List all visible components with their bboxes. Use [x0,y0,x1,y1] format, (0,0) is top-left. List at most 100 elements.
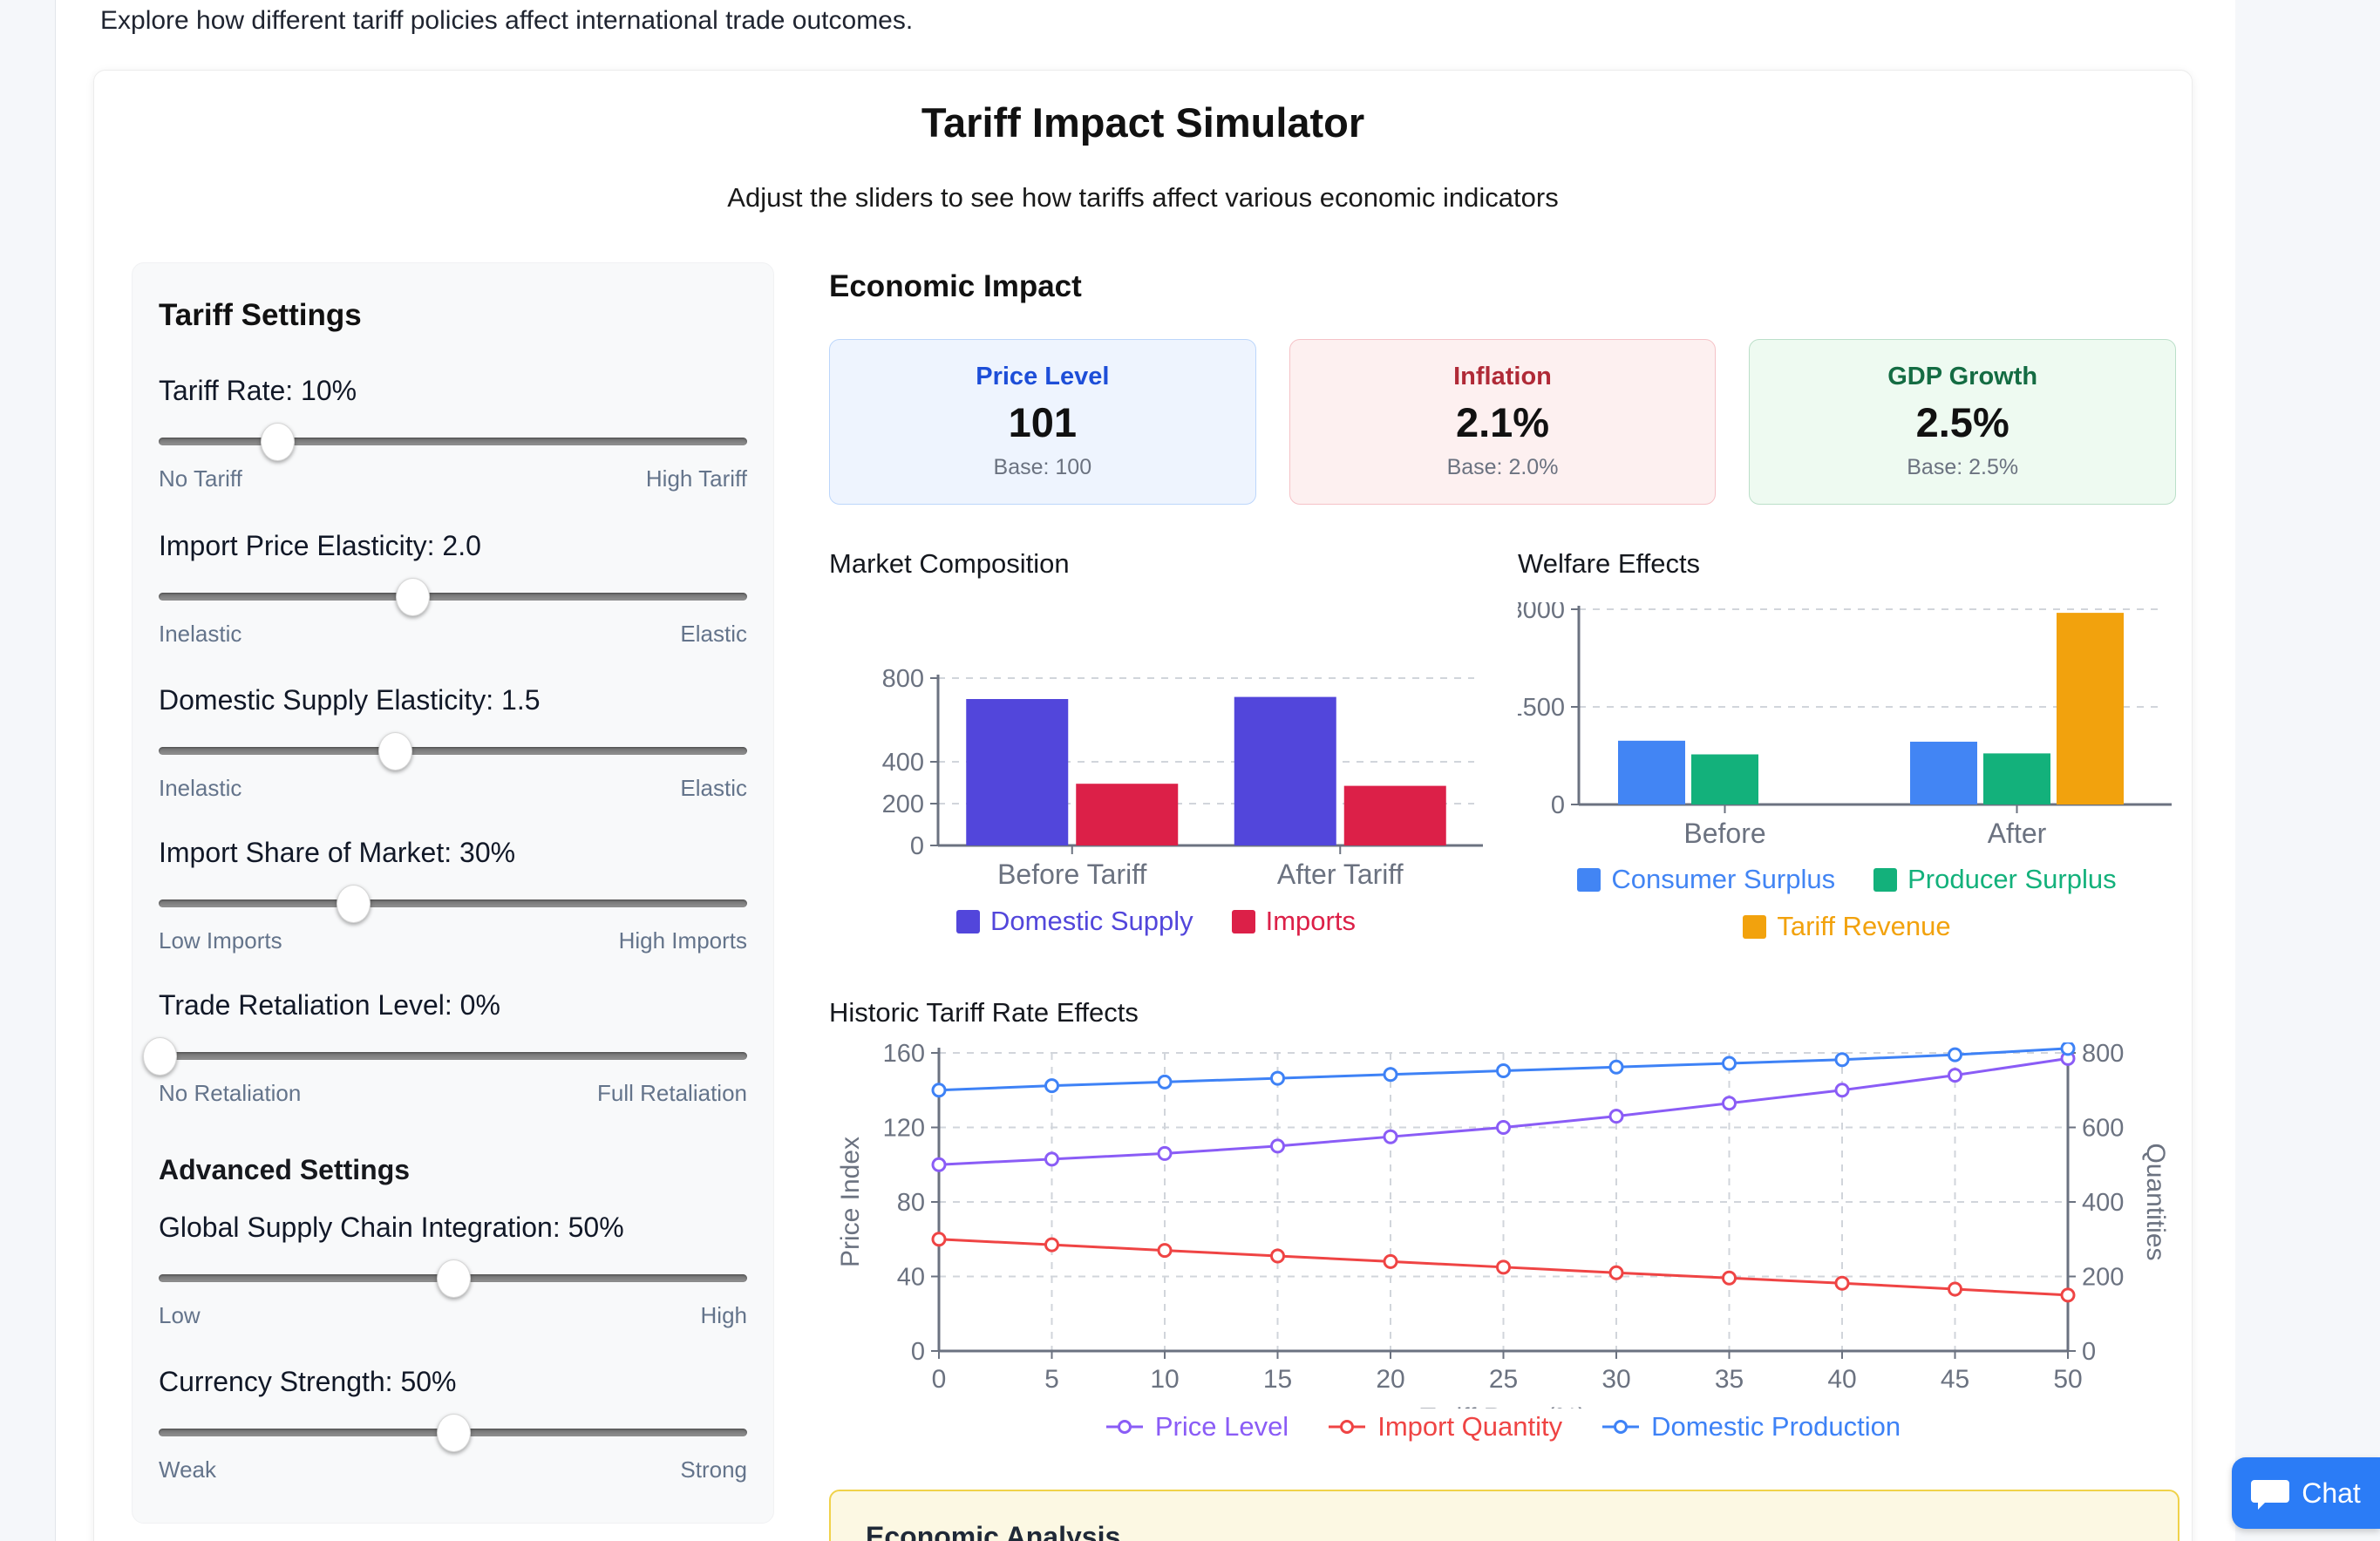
legend-swatch [1231,909,1255,933]
svg-text:160: 160 [883,1042,925,1068]
simulator-card: Tariff Impact Simulator Adjust the slide… [93,70,2193,1541]
legend-item: Domestic Supply [956,906,1193,937]
settings-title: Tariff Settings [159,298,362,332]
svg-text:80: 80 [897,1189,925,1217]
metric-name: Inflation [1453,363,1552,390]
metric-card-gdp-growth: GDP Growth 2.5% Base: 2.5% [1749,339,2177,505]
slider-thumb-trade-retaliation[interactable] [143,1037,177,1076]
svg-text:25: 25 [1489,1365,1518,1394]
advanced-settings-title: Advanced Settings [159,1154,411,1185]
slider-thumb-import-price-elasticity[interactable] [396,578,430,616]
slider-label-import-share: Import Share of Market: 30% [159,837,516,868]
legend-item: Import Quantity [1327,1411,1562,1443]
legend-line-icon [1602,1420,1640,1434]
welfare-effects-chart: 0 1500 3000 Before After [1508,596,2176,859]
slider-minmax-import-price-elasticity: Inelastic Elastic [159,621,747,647]
metric-card-price-level: Price Level 101 Base: 100 [829,339,1256,505]
svg-text:400: 400 [2082,1189,2124,1217]
svg-text:15: 15 [1263,1365,1292,1394]
legend-swatch [1743,914,1767,939]
svg-text:400: 400 [882,749,924,777]
slider-thumb-import-share[interactable] [337,885,371,923]
svg-text:0: 0 [1551,791,1565,819]
legend-line-icon [1105,1420,1143,1434]
slider-minmax-trade-retaliation: No Retaliation Full Retaliation [159,1080,747,1106]
slider-thumb-currency-strength[interactable] [437,1414,471,1452]
slider-minmax-currency-strength: Weak Strong [159,1456,747,1483]
svg-text:Price Index: Price Index [836,1137,865,1267]
svg-text:3000: 3000 [1518,602,1565,624]
svg-text:Quantities: Quantities [2141,1143,2170,1260]
metric-cards-row: Price Level 101 Base: 100 Inflation 2.1% Base… [829,339,2177,505]
svg-text:Before: Before [1683,818,1765,849]
slider-block-global-supply-chain: Global Supply Chain Integration: 50% Low H… [159,1212,747,1334]
svg-text:Before Tariff: Before Tariff [997,859,1146,890]
svg-text:50: 50 [2053,1365,2082,1394]
metric-name: Price Level [976,363,1110,390]
slider-import-share[interactable] [159,885,747,923]
slider-label-tariff-rate: Tariff Rate: 10% [159,375,357,406]
svg-text:10: 10 [1150,1365,1179,1394]
svg-text:800: 800 [2082,1042,2124,1068]
slider-minmax-global-supply-chain: Low High [159,1302,747,1328]
market-composition-title: Market Composition [829,548,1070,579]
metric-value: 2.1% [1455,399,1550,445]
slider-currency-strength[interactable] [159,1414,747,1452]
chat-button[interactable]: Chat [2232,1457,2380,1529]
market-composition-chart: 0 200 400 800 Before Tariff After Tariff [829,602,1483,903]
slider-thumb-domestic-supply-elasticity[interactable] [378,732,412,770]
page-subtitle: Adjust the sliders to see how tariffs af… [727,182,1559,213]
metric-value: 101 [1008,399,1078,445]
metric-base: Base: 2.5% [1907,455,2019,479]
slider-label-global-supply-chain: Global Supply Chain Integration: 50% [159,1212,624,1243]
chat-button-label: Chat [2302,1477,2361,1509]
svg-text:200: 200 [2082,1264,2124,1292]
slider-thumb-tariff-rate[interactable] [261,423,295,461]
slider-block-tariff-rate: Tariff Rate: 10% No Tariff High Tariff [159,375,747,497]
slider-label-domestic-supply-elasticity: Domestic Supply Elasticity: 1.5 [159,684,541,716]
svg-text:0: 0 [910,832,924,860]
legend-item: Consumer Surplus [1577,864,1835,895]
slider-thumb-global-supply-chain[interactable] [437,1259,471,1298]
slider-global-supply-chain[interactable] [159,1259,747,1298]
slider-block-currency-strength: Currency Strength: 50% Weak Strong [159,1366,747,1488]
svg-text:5: 5 [1044,1365,1059,1394]
chat-bubble-icon [2251,1480,2290,1510]
economic-analysis-box: Economic Analysis [829,1490,2179,1541]
slider-minmax-import-share: Low Imports High Imports [159,927,747,954]
svg-text:800: 800 [882,665,924,693]
slider-tariff-rate[interactable] [159,423,747,461]
slider-label-trade-retaliation: Trade Retaliation Level: 0% [159,989,500,1021]
welfare-legend-row2: Tariff Revenue [1518,911,2176,942]
svg-text:40: 40 [1827,1365,1856,1394]
metric-base: Base: 100 [993,455,1092,479]
page-intro-text: Explore how different tariff policies af… [100,6,914,35]
historic-legend: Price Level Import Quantity Domestic Produ… [829,1411,2176,1443]
slider-label-currency-strength: Currency Strength: 50% [159,1366,457,1397]
slider-label-import-price-elasticity: Import Price Elasticity: 2.0 [159,530,481,561]
svg-text:0: 0 [932,1365,947,1394]
svg-text:After: After [1988,818,2047,849]
slider-minmax-domestic-supply-elasticity: Inelastic Elastic [159,775,747,801]
slider-trade-retaliation[interactable] [143,1037,747,1076]
tariff-settings-panel: Tariff Settings Tariff Rate: 10% No Tarif… [132,262,774,1524]
slider-domestic-supply-elasticity[interactable] [159,732,747,770]
metric-name: GDP Growth [1887,363,2038,390]
legend-swatch [956,909,981,933]
legend-item: Imports [1231,906,1356,937]
metric-value: 2.5% [1915,399,2009,445]
welfare-legend-row1: Consumer Surplus Producer Surplus [1518,864,2176,895]
slider-block-domestic-supply-elasticity: Domestic Supply Elasticity: 1.5 Inelastic… [159,684,747,806]
svg-text:600: 600 [2082,1115,2124,1143]
slider-block-trade-retaliation: Trade Retaliation Level: 0% No Retaliatio… [143,989,747,1111]
metric-card-inflation: Inflation 2.1% Base: 2.0% [1289,339,1717,505]
historic-tariff-chart: 0 40 80 120 160 0 200 400 600 800 0 5 10 15 20 25 30 35 40… [829,1040,2176,1432]
svg-text:30: 30 [1601,1365,1630,1394]
welfare-effects-title: Welfare Effects [1518,548,1701,579]
slider-import-price-elasticity[interactable] [159,578,747,616]
legend-item: Tariff Revenue [1743,911,1951,942]
svg-text:20: 20 [1376,1365,1404,1394]
svg-text:0: 0 [911,1338,925,1366]
slider-block-import-share: Import Share of Market: 30% Low Imports Hi… [159,837,747,959]
